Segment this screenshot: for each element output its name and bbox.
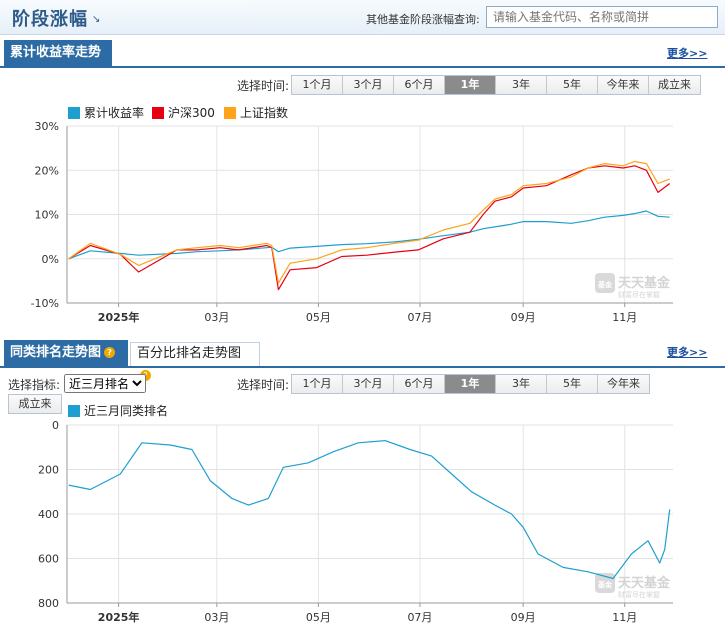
watermark-brand: 天天基金 [618, 275, 671, 291]
x-tick-label: 05月 [306, 611, 331, 624]
x-tick-label: 03月 [204, 611, 229, 624]
y-tick-label: 200 [38, 464, 59, 477]
range-button-0[interactable]: 1个月 [292, 375, 343, 393]
range-button-5[interactable]: 5年 [547, 76, 598, 94]
legend-label-csi300: 沪深300 [168, 106, 215, 120]
range-button-0[interactable]: 1个月 [292, 76, 343, 94]
indicator-select[interactable]: 近三月排名 [64, 374, 146, 393]
tab-peer-ranking-label: 同类排名走势图 [10, 345, 102, 360]
fund-search-input[interactable] [486, 6, 718, 28]
range-button-3[interactable]: 1年 [445, 76, 496, 94]
x-tick-label: 11月 [612, 311, 637, 324]
watermark-logo-icon [595, 273, 615, 293]
section2-range-label: 选择时间: [237, 378, 290, 392]
range-button-5[interactable]: 5年 [547, 375, 598, 393]
tab-cumulative-return[interactable]: 累计收益率走势 [4, 40, 112, 66]
legend-swatch-orange-icon [224, 106, 236, 119]
y-tick-label: -10% [31, 297, 59, 310]
y-tick-label: 30% [35, 120, 59, 133]
tab-percentile-ranking-label: 百分比排名走势图 [137, 346, 242, 361]
y-tick-label: 0% [42, 253, 59, 266]
series-line-0 [68, 210, 670, 260]
legend-swatch-blue-icon [68, 106, 80, 119]
legend-label-cumulative: 累计收益率 [84, 106, 145, 120]
section1-more-link[interactable]: 更多>> [667, 47, 708, 60]
section2-range-selector: 1个月 3个月 6个月 1年 3年 5年 今年来 [291, 374, 650, 394]
section1-tab-bar: 累计收益率走势 [0, 40, 725, 68]
watermark-slogan: 财富尽在掌握 [618, 590, 660, 599]
x-tick-label: 05月 [306, 311, 331, 324]
tab-peer-ranking[interactable]: 同类排名走势图? [4, 340, 128, 366]
range-button-1[interactable]: 3个月 [343, 76, 394, 94]
watermark-brand: 天天基金 [618, 575, 671, 591]
since-inception-button[interactable]: 成立来 [8, 394, 62, 414]
range-button-6[interactable]: 今年来 [598, 76, 649, 94]
watermark-icon-text: 基金 [597, 280, 613, 289]
range-button-4[interactable]: 3年 [496, 76, 547, 94]
x-tick-label: 09月 [511, 611, 536, 624]
section1-range-label: 选择时间: [237, 79, 290, 93]
range-button-2[interactable]: 6个月 [394, 375, 445, 393]
x-tick-label: 07月 [407, 611, 432, 624]
watermark-icon-text: 基金 [597, 580, 613, 589]
range-button-3[interactable]: 1年 [445, 375, 496, 393]
fund-query-label: 其他基金阶段涨幅查询: [366, 13, 480, 26]
range-button-2[interactable]: 6个月 [394, 76, 445, 94]
section2-more-link[interactable]: 更多>> [667, 346, 708, 359]
series-line-2 [68, 160, 670, 284]
watermark-slogan: 财富尽在掌握 [618, 290, 660, 299]
x-tick-label: 03月 [204, 311, 229, 324]
x-tick-label: 09月 [511, 311, 536, 324]
x-tick-label: 2025年 [98, 310, 140, 324]
x-tick-label: 2025年 [98, 610, 140, 624]
y-tick-label: 20% [35, 164, 59, 177]
cumulative-return-chart: 30% 20% 10% 0% -10% 2025年 03月 05月 07月 09月 11月 基金 天天基… [31, 120, 673, 324]
y-tick-label: 600 [38, 553, 59, 566]
indicator-label: 选择指标: [8, 378, 61, 392]
y-tick-label: 10% [35, 209, 59, 222]
y-tick-label: 800 [38, 597, 59, 610]
title-arrow-icon[interactable]: ↘ [92, 14, 101, 25]
tab-percentile-ranking[interactable]: 百分比排名走势图? [130, 342, 260, 381]
peer-ranking-chart: 0 200 400 600 800 2025年 03月 05月 07月 09月 11月 基金 天天基金财… [38, 419, 673, 624]
info-badge-icon: ? [104, 347, 116, 358]
series-line-0 [68, 440, 671, 580]
y-tick-label: 0 [52, 419, 59, 432]
y-tick-label: 400 [38, 508, 59, 521]
range-button-6[interactable]: 今年来 [598, 375, 649, 393]
range-button-1[interactable]: 3个月 [343, 375, 394, 393]
legend-item-ranking[interactable]: 近三月同类排名 [68, 402, 168, 419]
legend-label-ranking: 近三月同类排名 [84, 404, 169, 418]
range-button-4[interactable]: 3年 [496, 375, 547, 393]
legend-item-csi300[interactable]: 沪深300 [152, 104, 215, 121]
legend-item-shanghai[interactable]: 上证指数 [224, 104, 288, 121]
section1-range-selector: 1个月 3个月 6个月 1年 3年 5年 今年来 成立来 [291, 75, 701, 95]
series-line-1 [68, 165, 671, 291]
legend-swatch-red-icon [152, 106, 164, 119]
x-tick-label: 11月 [612, 611, 637, 624]
range-button-7[interactable]: 成立来 [649, 76, 700, 94]
section2-tab-bar: 同类排名走势图? 百分比排名走势图? [0, 340, 725, 381]
x-tick-label: 07月 [407, 311, 432, 324]
legend-swatch-blue-icon [68, 404, 80, 417]
page-title: 阶段涨幅 [12, 9, 88, 30]
legend-item-cumulative[interactable]: 累计收益率 [68, 104, 144, 121]
legend-label-shanghai: 上证指数 [240, 106, 289, 120]
